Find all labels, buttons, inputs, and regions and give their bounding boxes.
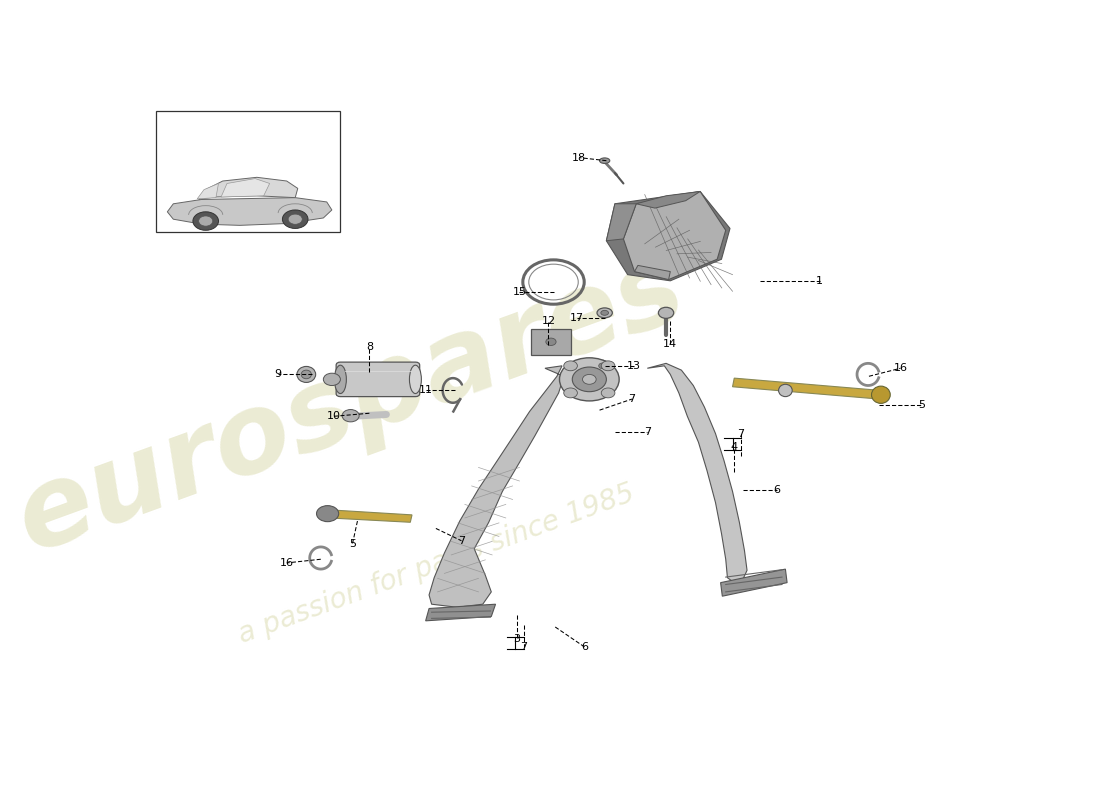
Text: 14: 14 <box>663 338 678 349</box>
Text: 16: 16 <box>893 363 907 374</box>
Text: 6: 6 <box>582 642 588 652</box>
Text: 8: 8 <box>366 342 373 352</box>
Circle shape <box>560 358 619 401</box>
Circle shape <box>199 216 212 226</box>
Circle shape <box>563 361 578 370</box>
Ellipse shape <box>297 366 316 382</box>
Text: 7: 7 <box>458 536 465 546</box>
FancyBboxPatch shape <box>337 362 420 397</box>
Polygon shape <box>606 204 636 241</box>
Polygon shape <box>624 191 726 279</box>
Circle shape <box>317 506 339 522</box>
Circle shape <box>283 210 308 229</box>
Circle shape <box>192 212 219 230</box>
Text: 16: 16 <box>279 558 294 568</box>
Polygon shape <box>647 363 747 582</box>
Text: a passion for parts since 1985: a passion for parts since 1985 <box>234 479 638 649</box>
Text: 6: 6 <box>773 486 780 495</box>
Text: 9: 9 <box>275 370 282 379</box>
Polygon shape <box>426 604 495 621</box>
Polygon shape <box>720 569 788 596</box>
Ellipse shape <box>600 158 609 163</box>
Text: 3: 3 <box>514 634 520 644</box>
Text: 5: 5 <box>918 400 925 410</box>
Ellipse shape <box>598 363 605 369</box>
Circle shape <box>563 388 578 398</box>
Text: 7: 7 <box>737 429 745 438</box>
Circle shape <box>546 338 557 346</box>
Polygon shape <box>167 198 332 226</box>
Polygon shape <box>606 191 730 281</box>
Text: 15: 15 <box>513 287 527 297</box>
Text: 18: 18 <box>572 153 586 162</box>
Ellipse shape <box>595 360 609 371</box>
Polygon shape <box>329 510 412 522</box>
Circle shape <box>342 410 359 422</box>
Text: 7: 7 <box>644 426 651 437</box>
FancyBboxPatch shape <box>531 329 571 354</box>
Ellipse shape <box>659 307 673 318</box>
Ellipse shape <box>409 365 421 394</box>
Circle shape <box>602 388 615 398</box>
Polygon shape <box>221 178 270 197</box>
Text: 12: 12 <box>541 316 556 326</box>
Ellipse shape <box>334 365 346 394</box>
Text: 10: 10 <box>327 411 341 422</box>
Polygon shape <box>636 191 700 208</box>
Ellipse shape <box>871 386 890 403</box>
Text: 5: 5 <box>349 539 355 550</box>
Polygon shape <box>733 378 881 399</box>
Polygon shape <box>635 266 670 279</box>
Ellipse shape <box>597 308 613 318</box>
Circle shape <box>572 367 606 392</box>
Ellipse shape <box>601 310 608 315</box>
Text: 4: 4 <box>730 442 738 452</box>
Circle shape <box>602 361 615 370</box>
Polygon shape <box>199 178 298 199</box>
Ellipse shape <box>779 384 792 397</box>
Text: 11: 11 <box>419 386 432 395</box>
FancyBboxPatch shape <box>156 111 340 231</box>
Text: 7: 7 <box>520 642 527 652</box>
Circle shape <box>583 374 596 384</box>
Text: eurospares: eurospares <box>2 234 698 574</box>
Text: 17: 17 <box>570 313 584 322</box>
Text: 7: 7 <box>628 394 636 404</box>
Text: 1: 1 <box>816 276 823 286</box>
Polygon shape <box>197 183 219 199</box>
Circle shape <box>288 214 302 224</box>
Text: 13: 13 <box>627 361 640 371</box>
Ellipse shape <box>301 370 311 378</box>
Polygon shape <box>429 366 563 607</box>
Circle shape <box>323 373 340 386</box>
